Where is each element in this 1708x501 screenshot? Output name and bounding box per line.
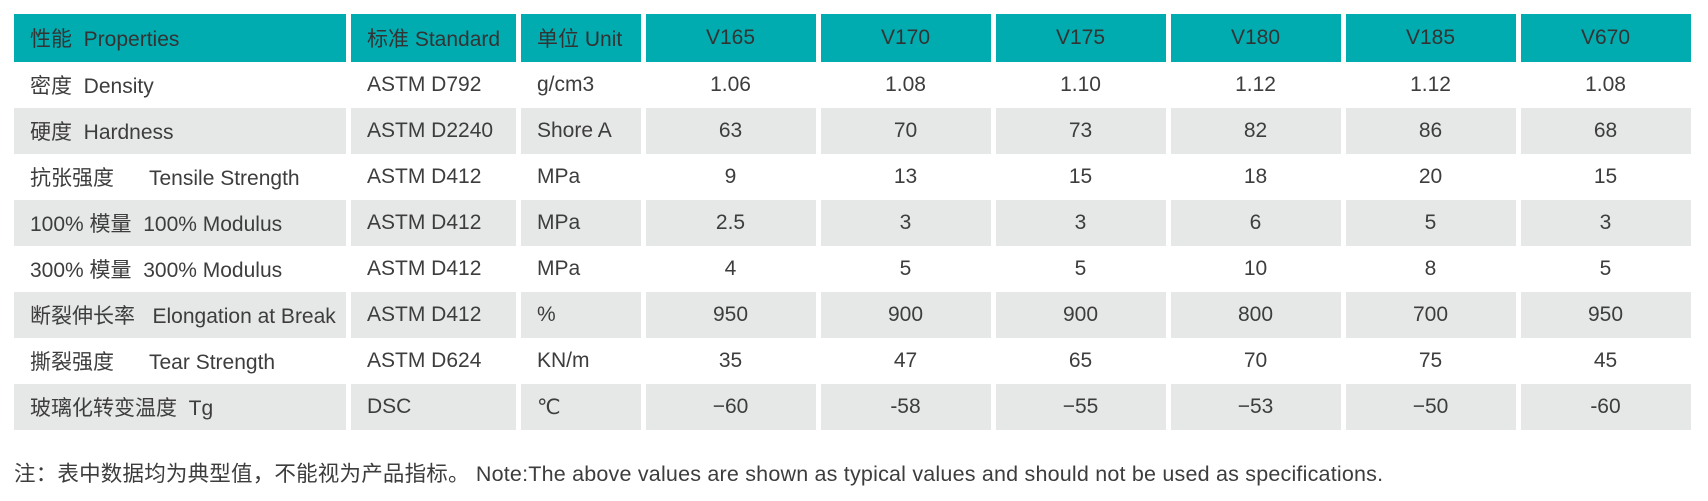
value-cell: −55 (996, 384, 1166, 430)
standard-cell: ASTM D2240 (351, 108, 516, 154)
value-cell: 3 (1521, 200, 1691, 246)
value-cell: 6 (1171, 200, 1341, 246)
value-cell: −50 (1346, 384, 1516, 430)
value-cell: −53 (1171, 384, 1341, 430)
standard-cell: ASTM D624 (351, 338, 516, 384)
value-cell: 82 (1171, 108, 1341, 154)
column-header-properties: 性能 Properties (14, 14, 346, 62)
value-cell: 5 (996, 246, 1166, 292)
table-body: 密度 Density ASTM D792 g/cm3 1.06 1.08 1.10 1.12… (14, 62, 1691, 430)
value-cell: 15 (1521, 154, 1691, 200)
value-cell: 18 (1171, 154, 1341, 200)
table-row: 100% 模量 100% Modulus ASTM D412 MPa 2.5 3 3 6 5 3 (14, 200, 1691, 246)
property-cell: 断裂伸长率 Elongation at Break (14, 292, 346, 338)
standard-cell: ASTM D412 (351, 292, 516, 338)
value-cell: 35 (646, 338, 816, 384)
table-row: 断裂伸长率 Elongation at Break ASTM D412% 950 90… (14, 292, 1691, 338)
property-cell: 抗张强度 Tensile Strength (14, 154, 346, 200)
table-row: 300% 模量 300% Modulus ASTM D412 MPa 4 5 5 10 8 5 (14, 246, 1691, 292)
header-row: 性能 Properties 标准 Standard 单位 Unit V165 V… (14, 14, 1691, 62)
value-cell: 86 (1346, 108, 1516, 154)
table-row: 硬度 Hardness ASTM D2240 Shore A 63 70 73 82 86 68 (14, 108, 1691, 154)
column-header-unit: 单位 Unit (521, 14, 641, 62)
standard-cell: ASTM D412 (351, 246, 516, 292)
value-cell: 950 (1521, 292, 1691, 338)
value-cell: 65 (996, 338, 1166, 384)
value-cell: 13 (821, 154, 991, 200)
footnote: 注：表中数据均为典型值，不能视为产品指标。 Note:The above val… (14, 462, 1384, 486)
property-cell: 密度 Density (14, 62, 346, 108)
value-cell: −60 (646, 384, 816, 430)
value-cell: 1.12 (1346, 62, 1516, 108)
unit-cell: ℃ (521, 384, 641, 430)
unit-cell: MPa (521, 154, 641, 200)
column-header-v180: V180 (1171, 14, 1341, 62)
value-cell: 1.10 (996, 62, 1166, 108)
column-header-v165: V165 (646, 14, 816, 62)
value-cell: 70 (1171, 338, 1341, 384)
value-cell: 5 (1521, 246, 1691, 292)
value-cell: 1.06 (646, 62, 816, 108)
value-cell: 900 (821, 292, 991, 338)
value-cell: 3 (996, 200, 1166, 246)
properties-table: 性能 Properties 标准 Standard 单位 Unit V165 V… (9, 14, 1696, 430)
value-cell: 700 (1346, 292, 1516, 338)
column-header-v670: V670 (1521, 14, 1691, 62)
value-cell: 5 (1346, 200, 1516, 246)
property-cell: 撕裂强度 Tear Strength (14, 338, 346, 384)
column-header-v170: V170 (821, 14, 991, 62)
value-cell: 4 (646, 246, 816, 292)
value-cell: 10 (1171, 246, 1341, 292)
value-cell: 950 (646, 292, 816, 338)
value-cell: 3 (821, 200, 991, 246)
standard-cell: ASTM D412 (351, 154, 516, 200)
value-cell: 9 (646, 154, 816, 200)
table-row: 玻璃化转变温度 Tg DSC ℃ −60 -58 −55 −53 −50 -60 (14, 384, 1691, 430)
column-header-v185: V185 (1346, 14, 1516, 62)
value-cell: 2.5 (646, 200, 816, 246)
value-cell: 1.08 (821, 62, 991, 108)
value-cell: 45 (1521, 338, 1691, 384)
value-cell: -58 (821, 384, 991, 430)
value-cell: 900 (996, 292, 1166, 338)
value-cell: 20 (1346, 154, 1516, 200)
table-row: 撕裂强度 Tear Strength ASTM D624 KN/m 35 47 65 70 7… (14, 338, 1691, 384)
value-cell: 1.08 (1521, 62, 1691, 108)
column-header-standard: 标准 Standard (351, 14, 516, 62)
value-cell: 8 (1346, 246, 1516, 292)
column-header-v175: V175 (996, 14, 1166, 62)
standard-cell: ASTM D792 (351, 62, 516, 108)
unit-cell: KN/m (521, 338, 641, 384)
value-cell: 1.12 (1171, 62, 1341, 108)
value-cell: 800 (1171, 292, 1341, 338)
unit-cell: MPa (521, 200, 641, 246)
unit-cell: g/cm3 (521, 62, 641, 108)
table-row: 抗张强度 Tensile Strength ASTM D412 MPa 9 13 15 18… (14, 154, 1691, 200)
table-row: 密度 Density ASTM D792 g/cm3 1.06 1.08 1.10 1.12… (14, 62, 1691, 108)
property-cell: 硬度 Hardness (14, 108, 346, 154)
value-cell: 68 (1521, 108, 1691, 154)
value-cell: -60 (1521, 384, 1691, 430)
value-cell: 70 (821, 108, 991, 154)
value-cell: 75 (1346, 338, 1516, 384)
value-cell: 47 (821, 338, 991, 384)
value-cell: 63 (646, 108, 816, 154)
property-cell: 300% 模量 300% Modulus (14, 246, 346, 292)
property-cell: 玻璃化转变温度 Tg (14, 384, 346, 430)
standard-cell: ASTM D412 (351, 200, 516, 246)
table-header: 性能 Properties 标准 Standard 单位 Unit V165 V… (14, 14, 1691, 62)
unit-cell: MPa (521, 246, 641, 292)
property-cell: 100% 模量 100% Modulus (14, 200, 346, 246)
value-cell: 15 (996, 154, 1166, 200)
unit-cell: % (521, 292, 641, 338)
unit-cell: Shore A (521, 108, 641, 154)
value-cell: 5 (821, 246, 991, 292)
value-cell: 73 (996, 108, 1166, 154)
standard-cell: DSC (351, 384, 516, 430)
